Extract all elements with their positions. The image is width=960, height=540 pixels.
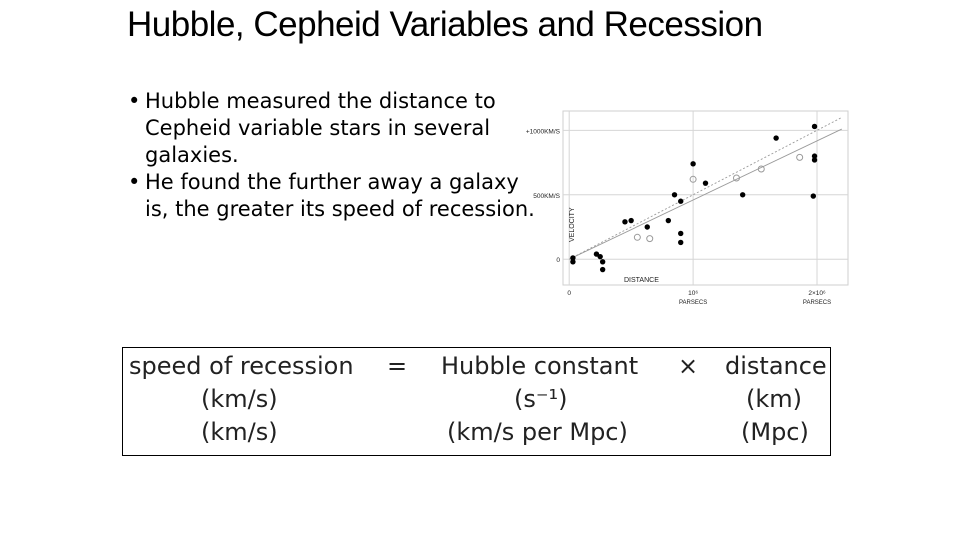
plot-area: [562, 110, 849, 286]
equation-term: distance: [725, 352, 827, 380]
y-tick-label: +1000KM/S: [526, 128, 561, 135]
data-point: [678, 198, 684, 204]
slide-title: Hubble, Cepheid Variables and Recession: [127, 5, 763, 44]
bullet-line: Cepheid variable stars in several: [145, 116, 491, 140]
equation-term: speed of recession: [129, 352, 354, 380]
equation-term: Hubble constant: [441, 352, 639, 380]
bullet-symbol: •: [128, 89, 141, 113]
open-data-point: [796, 153, 804, 161]
y-tick-label: 500KM/S: [533, 193, 560, 200]
data-point: [811, 123, 818, 130]
open-data-point: [633, 233, 641, 241]
data-point: [597, 253, 603, 260]
open-data-point: [757, 165, 765, 173]
open-data-point: [732, 174, 740, 182]
data-points: [570, 123, 818, 273]
x-tick-label: 0: [567, 290, 571, 297]
data-point: [773, 135, 779, 141]
data-point: [665, 217, 672, 224]
open-data-point: [646, 235, 654, 243]
unit-label: (s⁻¹): [514, 385, 568, 413]
bullet-line: is, the greater its speed of recession.: [145, 197, 535, 221]
data-point: [739, 192, 746, 198]
y-tick-label: 0: [556, 257, 560, 264]
unit-label: (km/s): [201, 385, 278, 413]
unit-label: (Mpc): [741, 418, 809, 446]
data-point: [811, 157, 818, 163]
multiply-sign: ×: [678, 352, 699, 380]
data-point: [671, 192, 678, 198]
unit-label: (km): [746, 385, 803, 413]
data-point: [599, 266, 606, 273]
data-point: [678, 239, 684, 246]
fit-line: [568, 117, 843, 260]
data-point: [811, 153, 818, 159]
grid-lines: [563, 111, 848, 285]
hubble-scatter-chart: 0 500KM/S +1000KM/S 0 10⁶ PARSECS 2×10⁶ PARSECS…: [526, 110, 849, 306]
open-data-point: [689, 175, 697, 183]
bullet-line: He found the further away a galaxy: [145, 170, 519, 194]
data-point: [622, 219, 628, 225]
y-axis-label: VELOCITY: [569, 207, 576, 242]
unit-label: (km/s): [201, 418, 278, 446]
data-point: [810, 193, 817, 199]
x-tick-label: 10⁶: [688, 290, 698, 297]
data-point: [599, 259, 606, 265]
unit-label: (km/s per Mpc): [447, 418, 628, 446]
bullet-item: • He found the further away a galaxy is,…: [128, 169, 568, 223]
x-tick-sublabel: PARSECS: [679, 300, 707, 306]
x-axis-label: DISTANCE: [624, 277, 659, 284]
bullet-line: Hubble measured the distance to: [145, 89, 496, 113]
data-point: [570, 255, 576, 261]
equals-sign: =: [387, 352, 408, 380]
axis-tick-labels: 0 500KM/S +1000KM/S 0 10⁶ PARSECS 2×10⁶ PARSECS: [526, 128, 831, 306]
data-point: [702, 180, 709, 186]
fit-line: [569, 128, 842, 260]
bullet-item: • Hubble measured the distance to Cephei…: [128, 88, 568, 169]
bullet-symbol: •: [128, 170, 141, 194]
data-point: [628, 217, 634, 224]
data-point: [570, 259, 576, 265]
data-point: [644, 224, 650, 230]
x-tick-label: 2×10⁶: [808, 290, 826, 297]
bullet-list: • Hubble measured the distance to Cephei…: [128, 88, 568, 223]
bullet-line: galaxies.: [145, 143, 239, 167]
hubble-equation-box: speed of recession = Hubble constant × d…: [122, 347, 831, 456]
data-point: [678, 230, 684, 237]
x-tick-sublabel: PARSECS: [803, 300, 831, 306]
fit-lines: [568, 117, 843, 260]
data-point: [690, 161, 696, 167]
